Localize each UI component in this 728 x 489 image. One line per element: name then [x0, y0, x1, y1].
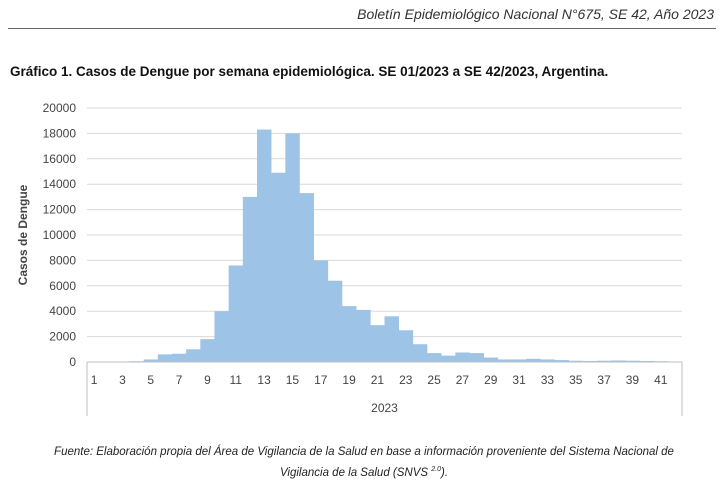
footnote-superscript: 2.0: [431, 466, 441, 473]
x-tick-label: 15: [286, 373, 300, 387]
y-tick-label: 14000: [43, 177, 77, 191]
bar-week-21: [370, 325, 385, 362]
x-tick-label: 25: [427, 373, 441, 387]
bar-week-20: [356, 309, 371, 362]
x-axis: [86, 361, 683, 416]
x-tick-label: 35: [569, 373, 583, 387]
bar-week-8: [186, 349, 201, 362]
x-tick-label: 33: [541, 373, 555, 387]
y-tick-label: 0: [69, 355, 76, 369]
x-tick-label: 7: [176, 373, 183, 387]
source-footnote: Fuente: Elaboración propia del Área de V…: [0, 444, 728, 482]
bar-week-14: [271, 172, 286, 362]
bar-week-9: [200, 339, 215, 362]
bar-week-34: [554, 360, 569, 362]
bar-week-22: [384, 316, 399, 362]
y-gridlines: [87, 107, 682, 338]
bar-week-26: [441, 355, 456, 362]
bar-week-40: [639, 360, 654, 362]
x-tick-label: 39: [626, 373, 640, 387]
bar-week-25: [427, 353, 442, 362]
x-tick-label: 19: [342, 373, 356, 387]
x-tick-label: 37: [597, 373, 611, 387]
bar-week-13: [257, 129, 272, 362]
y-tick-label: 20000: [43, 101, 77, 115]
bar-week-37: [597, 360, 612, 362]
x-tick-label: 13: [257, 373, 271, 387]
bar-week-12: [242, 196, 258, 362]
y-axis-label: Casos de Dengue: [16, 184, 30, 285]
bar-week-16: [299, 193, 314, 362]
footnote-line-2-text: Vigilancia de la Salud (SNVS: [279, 466, 432, 479]
x-tick-label: 9: [204, 373, 211, 387]
y-tick-label: 8000: [49, 253, 76, 267]
bar-week-10: [214, 311, 229, 362]
x-axis-label: 2023: [371, 401, 398, 415]
bulletin-header-title: Boletín Epidemiológico Nacional N°675, S…: [357, 6, 714, 22]
bar-week-19: [342, 306, 357, 362]
x-tick-label: 11: [230, 373, 243, 387]
x-tick-label: 23: [399, 373, 413, 387]
header-divider: [8, 28, 716, 29]
y-tick-label: 6000: [49, 279, 76, 293]
footnote-line-2-end: ).: [441, 466, 449, 479]
x-tick-label: 1: [91, 373, 98, 387]
x-tick-label: 3: [119, 373, 126, 387]
bar-week-33: [540, 359, 555, 362]
y-tick-label: 10000: [43, 228, 77, 242]
y-tick-label: 4000: [49, 304, 76, 318]
y-tick-label: 18000: [43, 126, 77, 140]
bar-week-11: [228, 265, 244, 362]
chart-title: Gráfico 1. Casos de Dengue por semana ep…: [10, 64, 609, 79]
x-tick-labels: 1 3 5 7 9 11 13 15 17 19 21 23 25 27 29 31 33 35 37 39 41: [91, 373, 668, 387]
x-tick-label: 31: [512, 373, 526, 387]
x-tick-label: 17: [314, 373, 328, 387]
bar-week-39: [625, 360, 640, 362]
bar-week-31: [512, 359, 527, 362]
bar-week-29: [483, 357, 499, 362]
bar-week-32: [526, 358, 541, 362]
x-tick-label: 21: [371, 373, 385, 387]
bar-week-30: [497, 359, 513, 362]
y-tick-label: 2000: [49, 330, 76, 344]
bar-week-27: [455, 352, 470, 362]
bar-series: [87, 129, 683, 362]
footnote-line-2: Vigilancia de la Salud (SNVS 2.0).: [0, 461, 728, 482]
bar-week-17: [313, 260, 329, 362]
x-tick-label: 29: [484, 373, 498, 387]
bar-week-15: [285, 133, 300, 362]
bar-week-7: [172, 353, 187, 362]
dengue-cases-chart: 0 2000 4000 6000 8000 10000 12000 14000 16000 180…: [16, 101, 683, 416]
x-tick-label: 27: [456, 373, 470, 387]
bar-week-5: [143, 359, 159, 362]
bar-week-6: [157, 354, 173, 362]
y-tick-label: 12000: [43, 203, 77, 217]
bar-week-24: [412, 344, 428, 362]
bar-week-18: [327, 280, 343, 362]
bar-week-38: [611, 360, 626, 362]
bar-week-35: [568, 360, 584, 362]
y-tick-labels: 0 2000 4000 6000 8000 10000 12000 14000 16000 180…: [43, 101, 77, 369]
bar-week-36: [582, 360, 598, 362]
x-tick-label: 41: [654, 373, 668, 387]
x-tick-label: 5: [147, 373, 154, 387]
bar-week-23: [398, 330, 414, 362]
footnote-line-1: Fuente: Elaboración propia del Área de V…: [54, 446, 674, 458]
bar-week-28: [469, 353, 484, 362]
y-tick-label: 16000: [43, 152, 77, 166]
